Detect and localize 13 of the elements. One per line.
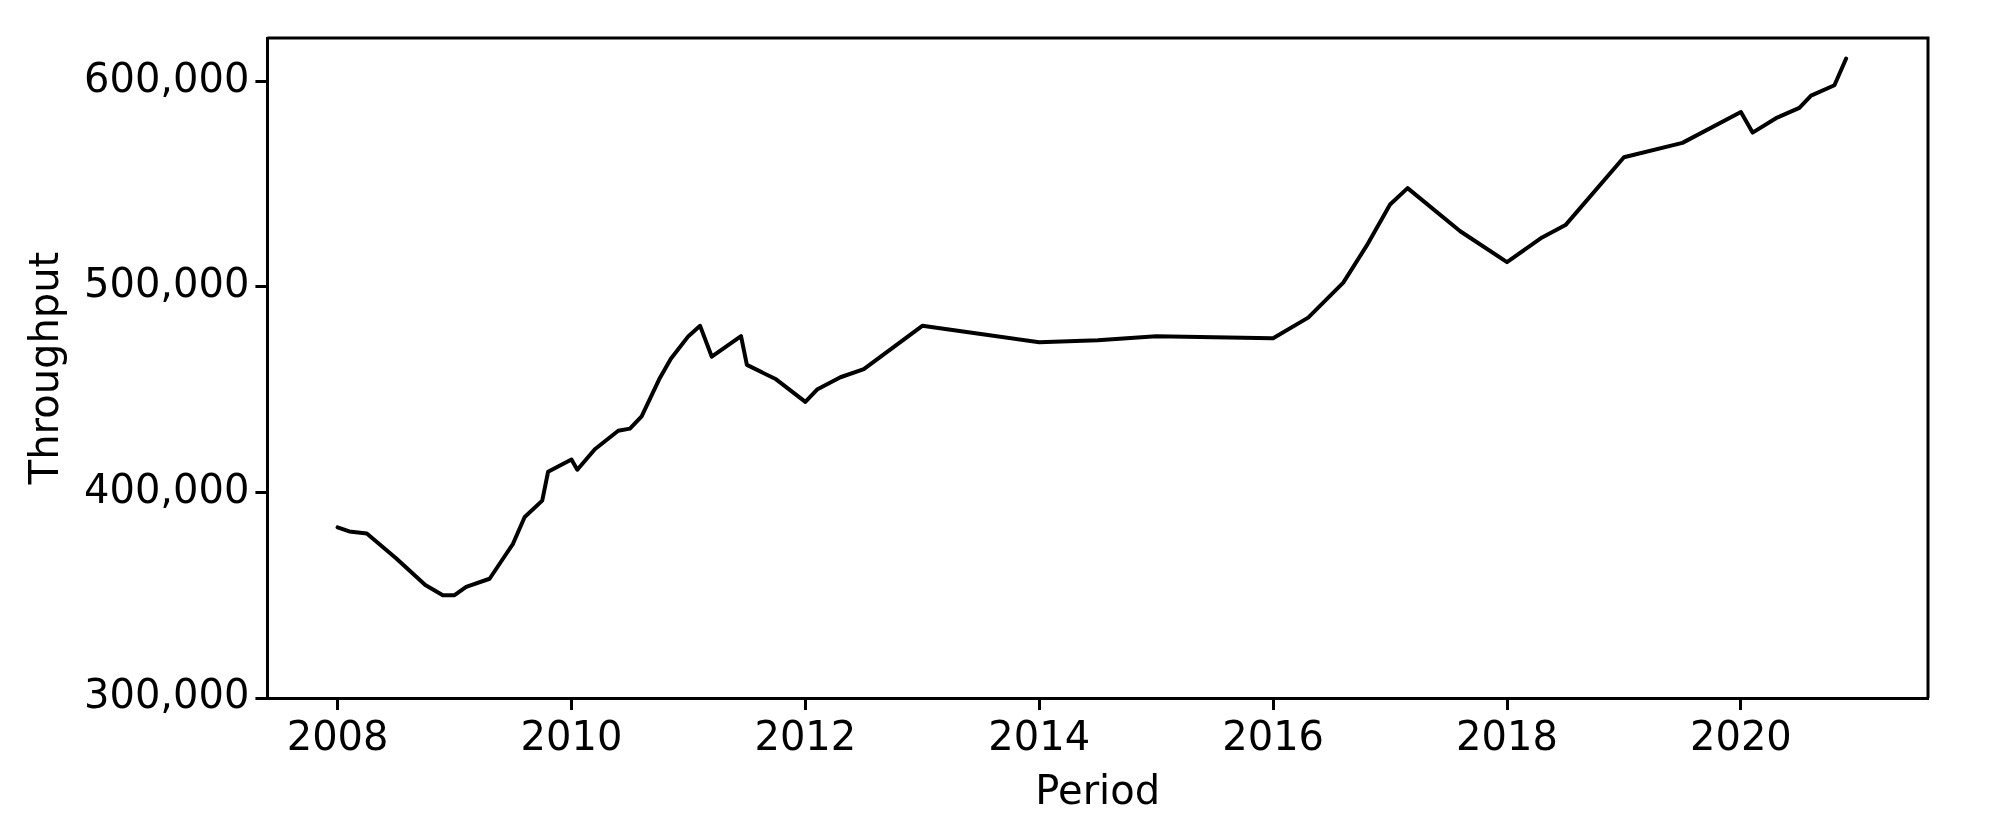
y-tick-label: 300,000: [83, 671, 250, 718]
x-tick-label: 2008: [286, 713, 389, 760]
x-tick-label: 2018: [1456, 713, 1558, 760]
y-tick-label: 600,000: [83, 54, 250, 101]
y-tick-label: 500,000: [83, 260, 250, 307]
x-tick-label: 2010: [520, 713, 623, 760]
x-tick-label: 2012: [754, 713, 857, 760]
x-tick-label: 2014: [988, 713, 1091, 760]
y-tick-label: 400,000: [83, 465, 250, 512]
x-axis-title: Period: [1035, 767, 1161, 814]
x-tick-label: 2020: [1689, 713, 1792, 760]
y-axis-title: Throughput: [21, 251, 68, 486]
x-tick-label: 2016: [1222, 713, 1325, 760]
